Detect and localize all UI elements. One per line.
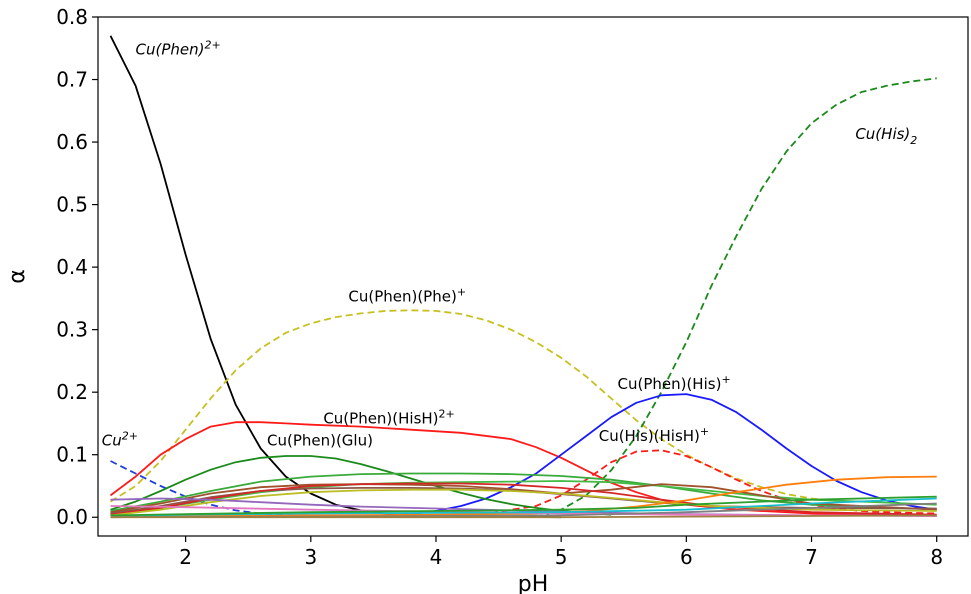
x-axis-title: pH: [518, 572, 549, 594]
y-tick-label: 0.4: [56, 255, 88, 279]
y-tick-label: 0.7: [56, 68, 88, 92]
annotations: Cu(Phen)2+Cu2+Cu(Phen)(Phe)+Cu(Phen)(His…: [102, 39, 918, 450]
series-line-8: [110, 455, 612, 516]
annotation-6: Cu(Phen)(His)+: [617, 373, 730, 393]
x-tick-label: 4: [430, 545, 443, 569]
annotation-2: Cu2+: [102, 429, 138, 449]
axes-frame: [97, 16, 969, 537]
series-line-7: [410, 393, 937, 515]
annotation-5: Cu(Phen)(Glu): [267, 431, 373, 449]
annotation-8: Cu(His)2: [855, 125, 917, 147]
y-tick-label: 0.0: [56, 505, 88, 529]
x-tick-label: 2: [179, 545, 192, 569]
annotation-3: Cu(Phen)(Phe)+: [348, 286, 466, 306]
series-line-5: [109, 421, 937, 517]
x-tick-label: 7: [805, 545, 818, 569]
annotation-text: Cu(His)(HisH): [599, 427, 700, 445]
annotation-superscript: +: [700, 425, 709, 438]
series-line-21: [110, 514, 937, 519]
annotation-superscript: 2+: [122, 429, 138, 442]
series-line-18: [110, 497, 937, 517]
annotation-text: Cu(His): [855, 125, 910, 143]
annotation-superscript: 2+: [439, 407, 455, 420]
annotation-text: Cu(Phen)(Glu): [267, 431, 373, 449]
annotation-4: Cu(Phen)(HisH)2+: [323, 407, 454, 427]
annotation-text: Cu(Phen)(His): [617, 375, 721, 393]
x-tick-label: 3: [304, 545, 317, 569]
annotation-superscript: 2+: [205, 39, 221, 52]
y-tick-label: 0.8: [56, 5, 88, 29]
y-tick-label: 0.3: [56, 318, 88, 342]
y-tick-label: 0.1: [56, 443, 88, 467]
x-tick-label: 8: [930, 545, 943, 569]
annotation-superscript: +: [721, 373, 730, 386]
series-layer: [109, 35, 937, 519]
series-line-4: [535, 77, 937, 519]
y-axis-title: α: [5, 269, 30, 284]
series-line-15: [110, 475, 937, 518]
annotation-1: Cu(Phen)2+: [136, 39, 221, 59]
y-tick-label: 0.5: [56, 193, 88, 217]
ticks-layer: 2 3 4 5 6 7 8 0.0 0.1 0.2 0.3 0.4 0.5 0.6 0.7 0.8: [56, 5, 943, 569]
series-line-19: [110, 495, 937, 517]
annotation-text: Cu(Phen)(HisH): [323, 409, 438, 427]
annotation-subscript: 2: [910, 134, 917, 147]
annotation-text: Cu: [102, 431, 122, 449]
annotation-superscript: +: [457, 286, 466, 299]
annotation-text: Cu(Phen): [136, 41, 205, 59]
series-line-3: [110, 309, 825, 503]
x-tick-label: 6: [680, 545, 693, 569]
y-tick-label: 0.6: [56, 130, 88, 154]
annotation-text: Cu(Phen)(Phe): [348, 288, 456, 306]
annotation-7: Cu(His)(HisH)+: [599, 425, 709, 445]
y-tick-label: 0.2: [56, 380, 88, 404]
x-tick-label: 5: [555, 545, 568, 569]
